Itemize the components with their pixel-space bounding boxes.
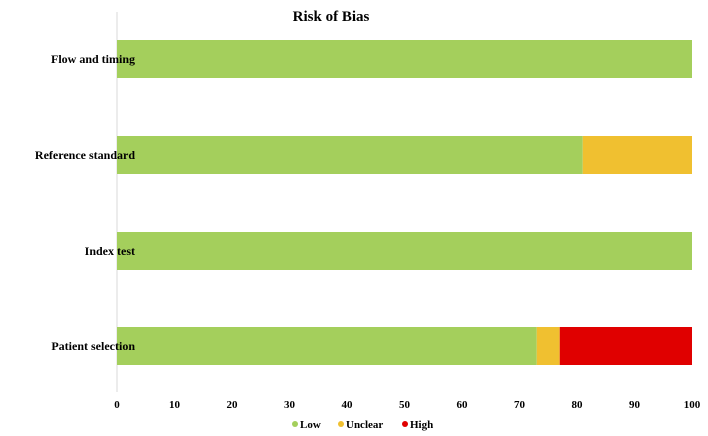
category-labels: Flow and timing Reference standard Index t… [35,52,135,353]
x-tick-label: 30 [284,399,296,411]
bar-flow-and-timing-low [117,40,692,78]
bar-index-test-low [117,232,692,270]
x-tick-label: 70 [514,399,526,411]
legend-label-unclear: Unclear [346,419,383,431]
x-tick-label: 100 [684,399,701,411]
legend-item-high: High [402,419,433,431]
x-tick-label: 0 [114,399,120,411]
bars-group [117,40,692,365]
bar-patient-selection-high [559,327,692,365]
category-label-reference-standard: Reference standard [35,148,135,162]
legend-label-low: Low [300,419,321,431]
x-tick-label: 50 [399,399,411,411]
category-label-flow-and-timing: Flow and timing [51,52,135,66]
legend-item-unclear: Unclear [338,419,383,431]
x-tick-label: 40 [342,399,354,411]
bar-patient-selection-unclear [536,327,560,365]
legend-marker-unclear [338,421,344,427]
legend-marker-low [292,421,298,427]
legend-label-high: High [410,419,433,431]
legend-marker-high [402,421,408,427]
x-tick-label: 20 [227,399,239,411]
x-tick-label: 60 [457,399,469,411]
legend-item-low: Low [292,419,321,431]
x-tick-label: 90 [629,399,641,411]
bar-reference-standard-low [117,136,583,174]
x-tick-labels: 0 10 20 30 40 50 60 70 80 90 100 [114,399,701,411]
category-label-patient-selection: Patient selection [51,339,135,353]
category-label-index-test: Index test [85,244,135,258]
legend: Low Unclear High [292,419,433,431]
x-tick-label: 80 [572,399,584,411]
bar-patient-selection-low [117,327,537,365]
chart-title: Risk of Bias [293,9,370,25]
x-tick-label: 10 [169,399,181,411]
bar-reference-standard-unclear [582,136,692,174]
